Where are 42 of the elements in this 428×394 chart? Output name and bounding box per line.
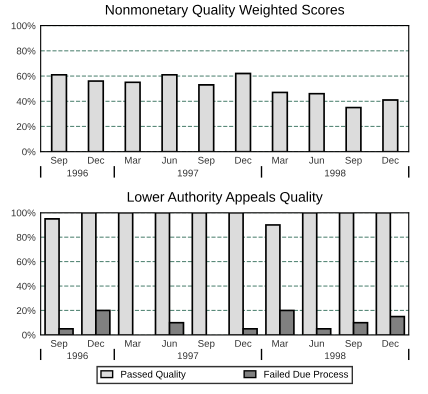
x-tick-label: Mar <box>272 156 288 164</box>
text: 1996 <box>67 352 88 360</box>
x-tick-label: Dec <box>88 340 104 347</box>
text: 1997 <box>178 170 198 176</box>
x-tick-label: Sep <box>198 156 215 166</box>
legend-label: Failed Due Process <box>264 370 348 378</box>
chart-title: Lower Authority Appeals Quality <box>128 192 323 205</box>
x-tick-label: Dec <box>382 156 399 164</box>
y-tick-label: 40% <box>16 98 36 105</box>
x-tick-label: Mar <box>125 156 141 164</box>
x-tick-label: Jun <box>162 340 177 347</box>
y-tick-label: 60% <box>16 72 36 80</box>
y-tick-label: 0% <box>22 148 36 156</box>
text: 1998 <box>325 170 346 176</box>
x-tick-label: Dec <box>235 156 252 164</box>
y-tick-label: 20% <box>16 123 36 130</box>
x-tick-label: Mar <box>272 340 288 347</box>
x-tick-label: Sep <box>198 340 215 349</box>
text: 1998 <box>325 352 346 360</box>
y-tick-label: 40% <box>16 282 36 290</box>
x-tick-label: Sep <box>345 156 362 166</box>
x-tick-label: Jun <box>162 156 177 164</box>
text: 1997 <box>178 352 198 360</box>
x-tick-label: Dec <box>382 340 399 347</box>
y-tick-label: 80% <box>16 234 36 241</box>
x-tick-label: Dec <box>88 156 104 164</box>
x-tick-label: Sep <box>50 340 68 349</box>
x-tick-label: Sep <box>50 156 68 166</box>
y-tick-label: 20% <box>16 307 36 314</box>
x-tick-label: Jun <box>309 156 324 164</box>
x-tick-label: Dec <box>235 340 252 347</box>
x-tick-label: Mar <box>125 340 141 347</box>
legend-label: Passed Quality <box>121 370 186 380</box>
y-tick-label: 100% <box>12 209 36 216</box>
chart-title: Nonmonetary Quality Weighted Scores <box>106 4 344 18</box>
x-tick-label: Sep <box>345 340 362 349</box>
y-tick-label: 80% <box>16 48 36 54</box>
text: 1996 <box>67 170 88 176</box>
y-tick-label: 100% <box>12 22 36 30</box>
x-tick-label: Jun <box>309 340 324 347</box>
y-tick-label: 60% <box>16 258 36 266</box>
y-tick-label: 0% <box>22 332 36 339</box>
